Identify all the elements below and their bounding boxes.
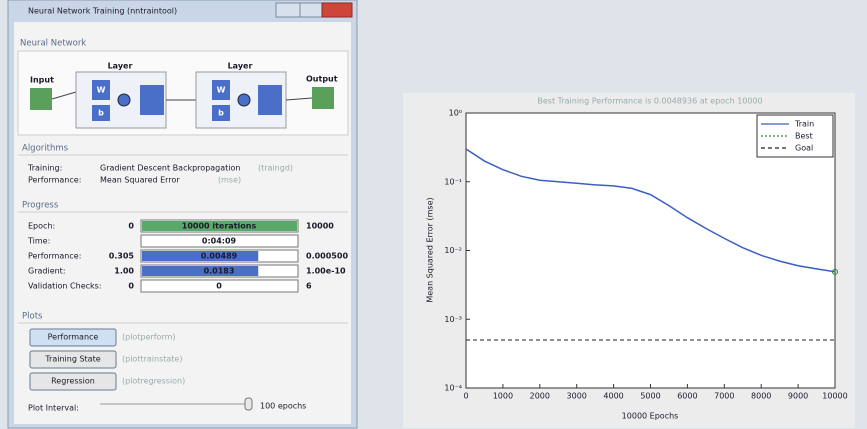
- page: Neural Network Training (nntraintool) Ne…: [0, 0, 867, 429]
- algorithm-value: Mean Squared Error: [100, 176, 180, 185]
- progress-start: 0: [128, 282, 134, 291]
- sum-node: [118, 94, 130, 106]
- bias-label: b: [98, 109, 104, 118]
- minimize-button[interactable]: [276, 3, 300, 17]
- progress-value: 0:04:09: [202, 237, 237, 246]
- x-tick-label: 1000: [493, 392, 513, 401]
- output-label: Output: [306, 75, 338, 84]
- progress-label: Validation Checks:: [28, 282, 102, 291]
- progress-label: Epoch:: [28, 222, 55, 231]
- y-tick-label: 10⁻¹: [444, 177, 462, 186]
- progress-fill: [142, 266, 258, 276]
- section-heading: Progress: [22, 201, 59, 211]
- progress-label: Gradient:: [28, 267, 66, 276]
- x-tick-label: 5000: [640, 392, 660, 401]
- plot-function: (plottrainstate): [122, 355, 182, 364]
- legend-label: Train: [794, 120, 814, 129]
- interval-value: 100 epochs: [260, 402, 306, 411]
- transfer-block: [258, 85, 282, 115]
- x-tick-label: 3000: [567, 392, 587, 401]
- plot-function: (plotregression): [122, 377, 185, 386]
- algorithm-value: Gradient Descent Backpropagation: [100, 164, 240, 173]
- algorithm-function: (mse): [218, 176, 241, 185]
- x-tick-label: 6000: [677, 392, 697, 401]
- slider-knob[interactable]: [245, 398, 252, 410]
- y-tick-label: 10⁻⁴: [444, 384, 462, 393]
- progress-start: 0.305: [109, 252, 135, 261]
- plot-button-label[interactable]: Regression: [51, 377, 95, 386]
- progress-end: 6: [306, 282, 312, 291]
- screen: Neural Network Training (nntraintool) Ne…: [0, 0, 867, 429]
- progress-label: Time:: [27, 237, 50, 246]
- progress-end: 0.000500: [306, 252, 348, 261]
- weight-label: W: [217, 86, 226, 95]
- layer-label: Layer: [108, 62, 133, 71]
- x-tick-label: 2000: [530, 392, 550, 401]
- x-tick-label: 7000: [714, 392, 734, 401]
- progress-value: 0.00489: [201, 252, 238, 261]
- weight-label: W: [97, 86, 106, 95]
- plot-button-label[interactable]: Training State: [44, 355, 100, 364]
- progress-value: 0.0183: [204, 267, 235, 276]
- section-heading: Neural Network: [20, 39, 86, 49]
- algorithm-label: Performance:: [28, 176, 81, 185]
- progress-end: 1.00e-10: [306, 267, 346, 276]
- network-diagram: [18, 51, 348, 135]
- plot-function: (plotperform): [122, 333, 176, 342]
- y-axis-label: Mean Squared Error (mse): [426, 197, 435, 302]
- algorithm-function: (traingd): [258, 164, 293, 173]
- bias-label: b: [218, 109, 224, 118]
- progress-end: 10000: [306, 222, 334, 231]
- maximize-button[interactable]: [300, 3, 322, 17]
- input-block: [30, 88, 52, 110]
- transfer-block: [140, 85, 164, 115]
- x-tick-label: 10000: [822, 392, 847, 401]
- window-title: Neural Network Training (nntraintool): [28, 7, 177, 16]
- x-tick-label: 9000: [788, 392, 808, 401]
- chart-title: Best Training Performance is 0.0048936 a…: [537, 97, 762, 106]
- y-tick-label: 10⁻²: [444, 246, 462, 255]
- input-label: Input: [30, 76, 54, 85]
- x-tick-label: 4000: [603, 392, 623, 401]
- y-tick-label: 10⁰: [449, 109, 462, 118]
- y-tick-label: 10⁻³: [444, 315, 462, 324]
- section-heading: Algorithms: [22, 144, 69, 154]
- interval-label: Plot Interval:: [28, 404, 79, 413]
- progress-start: 0: [128, 222, 134, 231]
- close-button[interactable]: [322, 3, 352, 17]
- sum-node: [238, 94, 250, 106]
- algorithm-label: Training:: [27, 164, 62, 173]
- progress-value: 10000 iterations: [182, 222, 257, 231]
- progress-start: 1.00: [114, 267, 134, 276]
- x-tick-label: 8000: [751, 392, 771, 401]
- output-block: [312, 87, 334, 109]
- progress-value: 0: [216, 282, 222, 291]
- plot-button-label[interactable]: Performance: [48, 333, 99, 342]
- legend-label: Goal: [795, 144, 813, 153]
- legend-label: Best: [795, 132, 813, 141]
- x-tick-label: 0: [463, 392, 468, 401]
- layer-label: Layer: [228, 62, 253, 71]
- section-heading: Plots: [22, 312, 43, 322]
- progress-label: Performance:: [28, 252, 81, 261]
- x-axis-label: 10000 Epochs: [622, 412, 679, 421]
